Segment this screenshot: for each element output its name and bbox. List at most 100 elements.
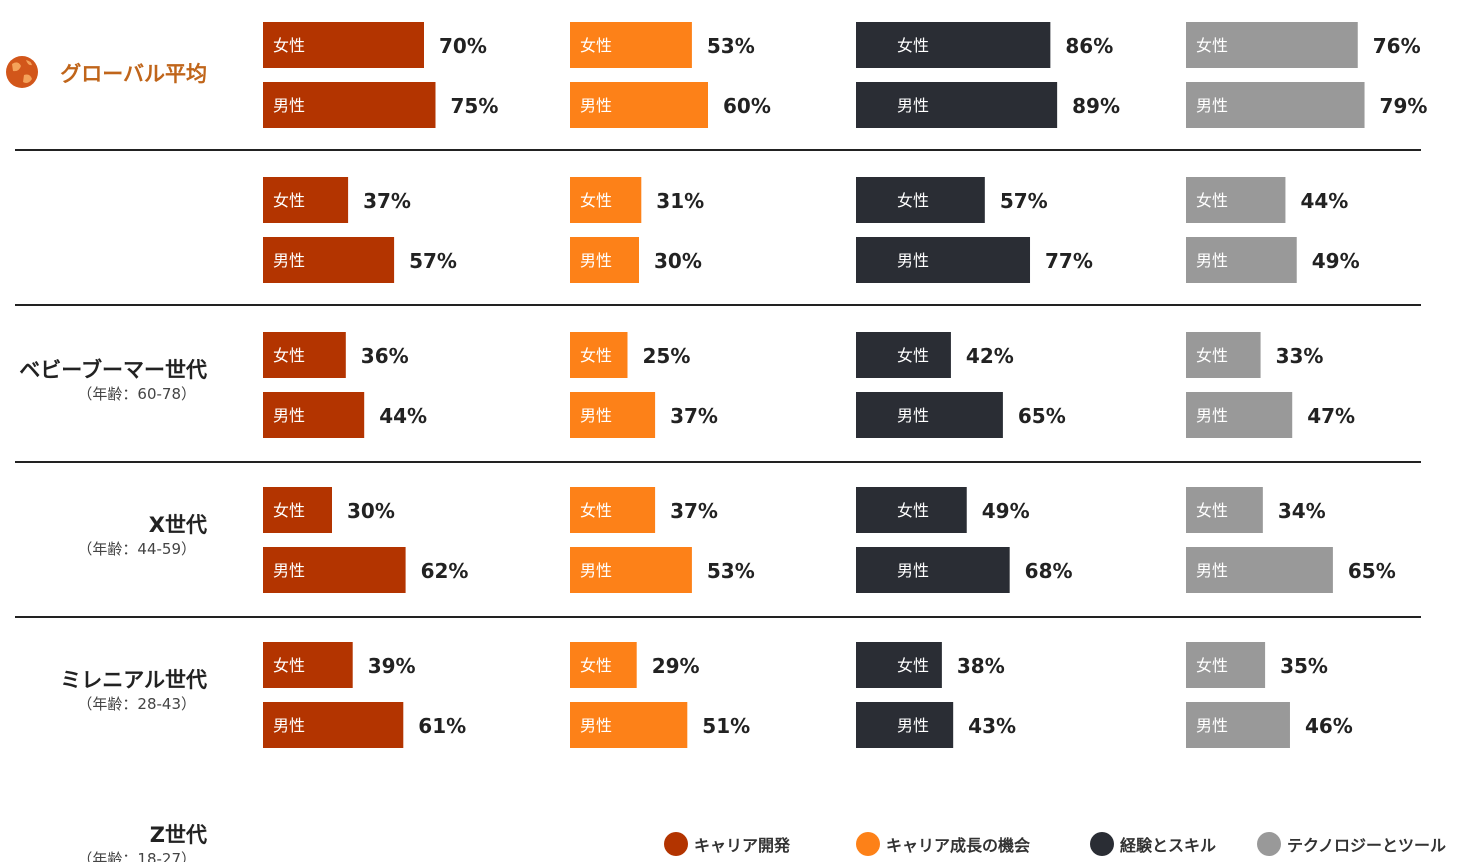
bar-career_dev-female [263, 332, 346, 378]
bar-growth-female [570, 22, 692, 68]
bar-gender-label: 男性 [1196, 96, 1228, 115]
data-label: 37% [670, 404, 718, 428]
bar-career_dev-female [263, 487, 332, 533]
bar-gender-label: 女性 [897, 36, 929, 55]
group-title: ミレニアル世代 [60, 668, 207, 692]
data-label: 65% [1018, 404, 1066, 428]
bar-gender-label: 女性 [1196, 191, 1228, 210]
bar-tech-female [1186, 642, 1266, 688]
group-title: グローバル平均 [60, 62, 207, 86]
bar-gender-label: 男性 [580, 96, 612, 115]
data-label: 76% [1373, 34, 1421, 58]
legend-label: 経験とスキル [1120, 836, 1216, 855]
data-label: 51% [702, 714, 750, 738]
bar-tech-female [1186, 177, 1286, 223]
data-label: 57% [1000, 189, 1048, 213]
bar-career_dev-male [263, 702, 404, 748]
data-label: 42% [966, 344, 1014, 368]
bar-growth-male [570, 237, 639, 283]
data-label: 61% [418, 714, 466, 738]
legend-item-career_dev: キャリア開発 [664, 832, 791, 856]
bar-career_dev-male [263, 547, 406, 593]
bar-career_dev-female [263, 177, 349, 223]
data-label: 77% [1045, 249, 1093, 273]
legend-swatch [664, 832, 688, 856]
legend-swatch [1257, 832, 1281, 856]
bar-growth-male [570, 702, 688, 748]
bar-gender-label: 女性 [1196, 36, 1228, 55]
legend: キャリア開発 キャリア成長の機会 経験とスキル テクノロジーとツール [664, 832, 1446, 856]
data-label: 34% [1278, 499, 1326, 523]
group-title: Z世代 [150, 823, 207, 847]
bar-gender-label: 女性 [1196, 656, 1228, 675]
bar-gender-label: 女性 [273, 501, 305, 520]
group-title: X世代 [149, 513, 207, 537]
group-row: ミレニアル世代 （年齢：28-43） 女性 30% 男性 62% 女性 37% 男性 53% 女性 4… [60, 487, 1396, 713]
bar-growth-male [570, 82, 708, 128]
group-row: X世代 （年齢：44-59） 女性 36% 男性 44% 女性 25% 男性 37% 女性 42% 男性… [77, 332, 1355, 558]
bar-career_dev-male [263, 237, 395, 283]
bar-experience-female [856, 332, 951, 378]
data-label: 53% [707, 34, 755, 58]
group-subtitle: （年齢：18-27） [77, 850, 196, 862]
data-label: 30% [347, 499, 395, 523]
bar-experience-female [856, 642, 942, 688]
data-label: 33% [1276, 344, 1324, 368]
bar-tech-male [1186, 702, 1290, 748]
data-label: 70% [439, 34, 487, 58]
bar-experience-female [856, 177, 985, 223]
bar-gender-label: 女性 [1196, 346, 1228, 365]
bar-gender-label: 男性 [580, 561, 612, 580]
bar-growth-female [570, 332, 628, 378]
bar-growth-female [570, 642, 637, 688]
bar-gender-label: 男性 [1196, 716, 1228, 735]
data-label: 60% [723, 94, 771, 118]
bar-gender-label: 男性 [273, 251, 305, 270]
data-label: 49% [1312, 249, 1360, 273]
data-label: 68% [1025, 559, 1073, 583]
bar-gender-label: 女性 [897, 656, 929, 675]
globe-icon [6, 56, 38, 88]
group-row: グローバル平均 女性 70% 男性 75% 女性 53% 男性 60% 女性 86% 男性 89% 女性 7… [6, 22, 1427, 128]
bar-tech-male [1186, 547, 1333, 593]
data-label: 37% [670, 499, 718, 523]
legend-label: キャリア開発 [694, 836, 791, 855]
bar-career_dev-female [263, 22, 424, 68]
bar-growth-male [570, 547, 692, 593]
bar-tech-female [1186, 487, 1263, 533]
bar-gender-label: 女性 [580, 36, 612, 55]
data-label: 31% [656, 189, 704, 213]
data-label: 43% [968, 714, 1016, 738]
bar-gender-label: 女性 [273, 191, 305, 210]
legend-swatch [856, 832, 880, 856]
group-title: ベビーブーマー世代 [19, 358, 207, 382]
data-label: 57% [409, 249, 457, 273]
data-label: 44% [1300, 189, 1348, 213]
bar-career_dev-male [263, 392, 365, 438]
data-label: 38% [957, 654, 1005, 678]
data-label: 62% [421, 559, 469, 583]
data-label: 25% [643, 344, 691, 368]
legend-item-growth: キャリア成長の機会 [856, 832, 1030, 856]
bar-gender-label: 男性 [273, 716, 305, 735]
data-label: 35% [1280, 654, 1328, 678]
bar-gender-label: 男性 [273, 561, 305, 580]
legend-label: キャリア成長の機会 [886, 836, 1030, 855]
bar-gender-label: 女性 [1196, 501, 1228, 520]
group-row: ベビーブーマー世代 （年齢：60-78） 女性 37% 男性 57% 女性 31% 男性 30% 女… [19, 177, 1360, 403]
bar-gender-label: 男性 [897, 406, 929, 425]
legend-label: テクノロジーとツール [1287, 836, 1446, 855]
bar-gender-label: 男性 [897, 96, 929, 115]
bar-gender-label: 男性 [580, 716, 612, 735]
bar-tech-female [1186, 22, 1358, 68]
data-label: 65% [1348, 559, 1396, 583]
group-subtitle: （年齢：60-78） [77, 385, 196, 403]
bar-gender-label: 女性 [897, 191, 929, 210]
data-label: 79% [1380, 94, 1428, 118]
bar-experience-female [856, 22, 1051, 68]
bar-gender-label: 男性 [1196, 251, 1228, 270]
group-subtitle: （年齢：28-43） [77, 695, 196, 713]
data-label: 29% [652, 654, 700, 678]
